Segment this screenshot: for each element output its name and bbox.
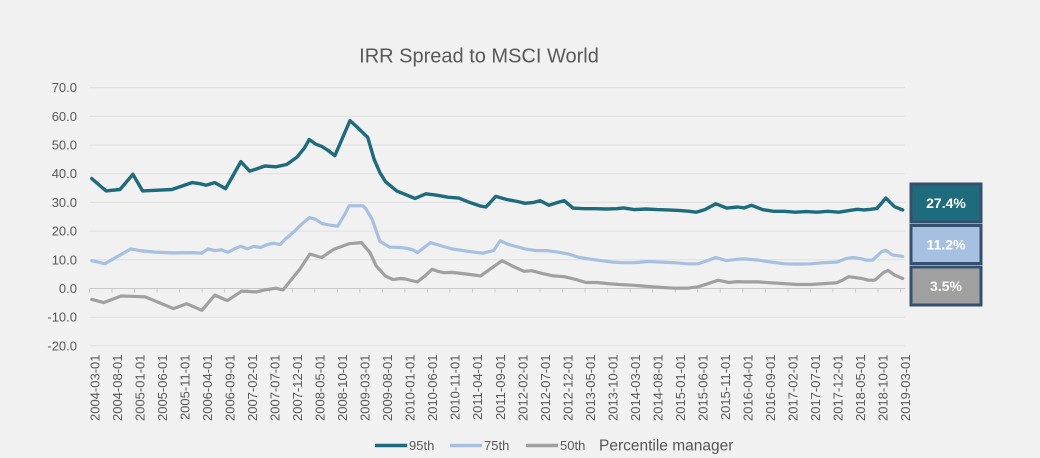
svg-text:10.0: 10.0 (52, 252, 77, 267)
svg-text:2007-02-01: 2007-02-01 (245, 355, 260, 422)
svg-text:2018-05-01: 2018-05-01 (853, 355, 868, 422)
svg-text:2006-09-01: 2006-09-01 (222, 355, 237, 422)
svg-text:2017-02-01: 2017-02-01 (786, 355, 801, 422)
svg-text:2006-04-01: 2006-04-01 (200, 355, 215, 422)
svg-text:2012-02-01: 2012-02-01 (515, 355, 530, 422)
svg-text:2019-03-01: 2019-03-01 (898, 355, 913, 422)
svg-text:2007-07-01: 2007-07-01 (268, 355, 283, 422)
svg-text:75th: 75th (484, 438, 509, 453)
svg-text:0.0: 0.0 (59, 281, 77, 296)
svg-text:2007-12-01: 2007-12-01 (290, 355, 305, 422)
svg-text:2016-09-01: 2016-09-01 (763, 355, 778, 422)
svg-text:2015-06-01: 2015-06-01 (696, 355, 711, 422)
svg-text:2005-11-01: 2005-11-01 (177, 355, 192, 421)
svg-text:2008-05-01: 2008-05-01 (313, 355, 328, 422)
svg-text:2015-01-01: 2015-01-01 (673, 355, 688, 422)
svg-text:20.0: 20.0 (52, 224, 77, 239)
svg-text:40.0: 40.0 (52, 166, 77, 181)
svg-text:30.0: 30.0 (52, 195, 77, 210)
svg-text:2012-07-01: 2012-07-01 (538, 355, 553, 422)
svg-text:95th: 95th (409, 438, 434, 453)
svg-text:2016-04-01: 2016-04-01 (741, 355, 756, 422)
svg-text:IRR Spread to MSCI World: IRR Spread to MSCI World (359, 46, 599, 68)
svg-text:50.0: 50.0 (52, 138, 77, 153)
svg-text:2014-03-01: 2014-03-01 (628, 355, 643, 422)
svg-text:-20.0: -20.0 (47, 338, 77, 353)
svg-text:-10.0: -10.0 (47, 310, 77, 325)
svg-text:2011-04-01: 2011-04-01 (470, 355, 485, 421)
svg-text:27.4%: 27.4% (926, 195, 966, 211)
svg-text:50th: 50th (560, 438, 585, 453)
svg-text:2004-08-01: 2004-08-01 (110, 355, 125, 422)
svg-text:2015-11-01: 2015-11-01 (718, 355, 733, 421)
svg-text:Percentile manager: Percentile manager (599, 438, 733, 455)
svg-text:2004-03-01: 2004-03-01 (87, 355, 102, 422)
svg-text:2011-09-01: 2011-09-01 (493, 355, 508, 421)
svg-text:2010-11-01: 2010-11-01 (448, 355, 463, 421)
svg-text:3.5%: 3.5% (930, 278, 962, 294)
svg-text:70.0: 70.0 (52, 80, 77, 95)
svg-text:2013-10-01: 2013-10-01 (605, 355, 620, 422)
svg-text:2005-01-01: 2005-01-01 (132, 355, 147, 422)
svg-text:11.2%: 11.2% (927, 237, 966, 253)
svg-text:2009-08-01: 2009-08-01 (380, 355, 395, 422)
svg-text:60.0: 60.0 (52, 109, 77, 124)
svg-text:2010-01-01: 2010-01-01 (403, 355, 418, 422)
svg-text:2008-10-01: 2008-10-01 (335, 355, 350, 422)
svg-text:2005-06-01: 2005-06-01 (155, 355, 170, 422)
svg-text:2014-08-01: 2014-08-01 (650, 355, 665, 422)
svg-text:2017-07-01: 2017-07-01 (808, 355, 823, 422)
svg-text:2010-06-01: 2010-06-01 (425, 355, 440, 422)
svg-text:2018-10-01: 2018-10-01 (876, 355, 891, 422)
svg-text:2013-05-01: 2013-05-01 (583, 355, 598, 422)
svg-text:2017-12-01: 2017-12-01 (831, 355, 846, 422)
svg-text:2009-03-01: 2009-03-01 (358, 355, 373, 422)
svg-text:2012-12-01: 2012-12-01 (560, 355, 575, 422)
